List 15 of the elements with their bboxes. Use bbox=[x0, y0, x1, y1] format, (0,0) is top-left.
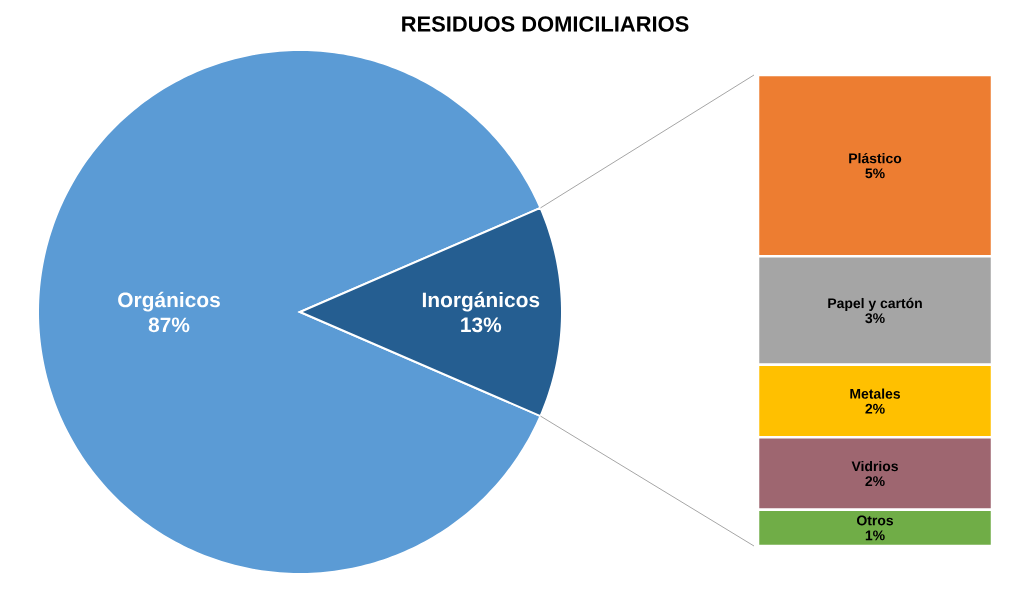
series-label: Plástico bbox=[849, 152, 902, 164]
data-label: 1% bbox=[865, 530, 885, 541]
data-label: 13% bbox=[461, 317, 502, 333]
slice-label: Inorgánicos bbox=[422, 291, 540, 312]
slice-label: Orgánicos bbox=[118, 291, 220, 312]
data-label: 3% bbox=[865, 313, 885, 324]
series-label: Vidrios bbox=[851, 460, 898, 472]
series-label: Otros bbox=[856, 515, 894, 526]
data-label: 2% bbox=[865, 403, 885, 414]
series-label: Papel y cartón bbox=[828, 297, 922, 311]
data-label: 87% bbox=[148, 317, 190, 333]
series-label: Metales bbox=[850, 388, 901, 399]
chart-title: RESIDUOS DOMICILIARIOS bbox=[402, 16, 689, 32]
data-label: 2% bbox=[865, 476, 885, 487]
data-label: 5% bbox=[865, 168, 885, 179]
